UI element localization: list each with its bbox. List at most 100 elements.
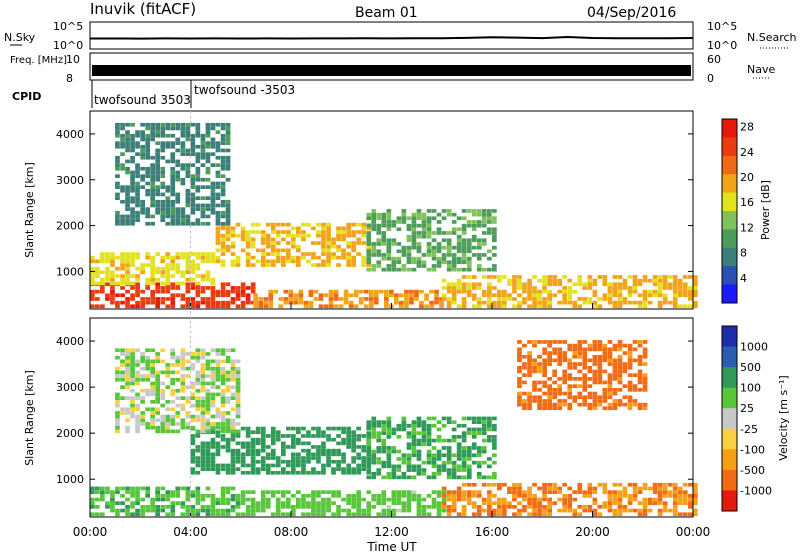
heatmap-cell [170, 177, 176, 182]
colorbar-swatch [722, 211, 737, 230]
heatmap-cell [185, 297, 191, 301]
heatmap-cell [130, 363, 135, 367]
heatmap-cell [567, 406, 573, 411]
heatmap-cell [637, 380, 643, 385]
heatmap-cell [552, 293, 557, 298]
heatmap-cell [466, 501, 472, 505]
heatmap-cell [130, 185, 135, 189]
heatmap-cell [426, 512, 432, 517]
heatmap-cell [366, 460, 372, 465]
heatmap-cell [497, 482, 502, 487]
heatmap-cell [145, 263, 150, 267]
heatmap-cell [376, 494, 382, 498]
heatmap-cell [436, 494, 442, 498]
heatmap-cell [487, 275, 492, 279]
heatmap-cell [306, 501, 311, 505]
heatmap-cell [150, 163, 155, 167]
heatmap-cell [487, 212, 492, 217]
heatmap-cell [421, 460, 427, 465]
heatmap-cell [371, 420, 377, 424]
heatmap-cell [220, 359, 226, 364]
heatmap-cell [381, 242, 387, 246]
heatmap-cell [537, 505, 542, 509]
heatmap-cell [441, 216, 447, 221]
heatmap-cell [210, 366, 216, 371]
heatmap-cell [446, 286, 452, 290]
heatmap-cell [471, 446, 477, 450]
heatmap-cell [547, 501, 552, 505]
heatmap-cell [466, 267, 472, 272]
heatmap-cell [446, 490, 452, 494]
heatmap-cell [617, 402, 623, 407]
heatmap-cell [155, 203, 160, 208]
heatmap-cell [180, 122, 186, 127]
heatmap-cell [170, 210, 176, 215]
heatmap-cell [441, 293, 447, 298]
heatmap-cell [497, 497, 502, 502]
heatmap-cell [250, 456, 256, 460]
heatmap-cell [200, 289, 206, 294]
heatmap-cell [376, 446, 382, 450]
heatmap-cell [351, 505, 356, 509]
heatmap-cell [577, 482, 583, 487]
heatmap-cell [281, 470, 286, 475]
heatmap-cell [476, 505, 482, 509]
heatmap-cell [95, 289, 100, 294]
heatmap-cell [135, 144, 140, 149]
heatmap-cell [205, 141, 211, 145]
heatmap-cell [376, 212, 382, 217]
heatmap-cell [451, 286, 457, 290]
heatmap-cell [416, 256, 422, 261]
heatmap-cell [456, 442, 462, 447]
heatmap-cell [160, 497, 166, 502]
heatmap-cell [230, 226, 236, 231]
heatmap-cell [632, 282, 638, 287]
heatmap-cell [125, 381, 130, 386]
heatmap-cell [431, 457, 437, 461]
heatmap-cell [170, 348, 176, 353]
heatmap-cell [607, 490, 613, 494]
heatmap-cell [341, 426, 346, 431]
heatmap-cell [210, 192, 216, 197]
heatmap-cell [381, 238, 387, 243]
heatmap-cell [105, 486, 110, 491]
heatmap-cell [316, 445, 321, 449]
heatmap-cell [353, 289, 359, 294]
heatmap-cell [170, 282, 176, 287]
heatmap-cell [265, 244, 271, 249]
heatmap-cell [235, 263, 241, 267]
heatmap-cell [220, 122, 226, 127]
heatmap-cell [270, 259, 276, 264]
heatmap-cell [120, 259, 125, 264]
heatmap-cell [461, 260, 467, 265]
heatmap-cell [160, 494, 166, 498]
heatmap-cell [130, 388, 135, 393]
heatmap-cell [135, 414, 140, 419]
heatmap-cell [421, 435, 427, 439]
heatmap-cell [160, 207, 166, 211]
heatmap-cell [622, 351, 628, 355]
heatmap-cell [205, 259, 211, 264]
heatmap-cell [481, 460, 487, 465]
heatmap-cell [381, 431, 387, 435]
heatmap-cell [265, 501, 271, 505]
heatmap-cell [288, 297, 294, 301]
heatmap-cell [476, 416, 482, 421]
frequency-panel-frame [89, 52, 694, 81]
heatmap-cell [275, 259, 281, 264]
heatmap-cell [517, 278, 522, 283]
heatmap-cell [361, 434, 366, 438]
heatmap-cell [376, 501, 382, 505]
heatmap-cell [667, 482, 673, 487]
heatmap-cell [421, 253, 427, 257]
noise-sky-trace [90, 35, 694, 40]
heatmap-cell [627, 497, 633, 502]
heatmap-cell [306, 252, 311, 256]
heatmap-cell [155, 418, 160, 423]
heatmap-cell [215, 181, 221, 186]
heatmap-cell [396, 501, 402, 505]
heatmap-cell [476, 220, 482, 224]
heatmap-cell [190, 355, 196, 360]
heatmap-cell [399, 293, 404, 298]
heatmap-cell [617, 289, 623, 294]
